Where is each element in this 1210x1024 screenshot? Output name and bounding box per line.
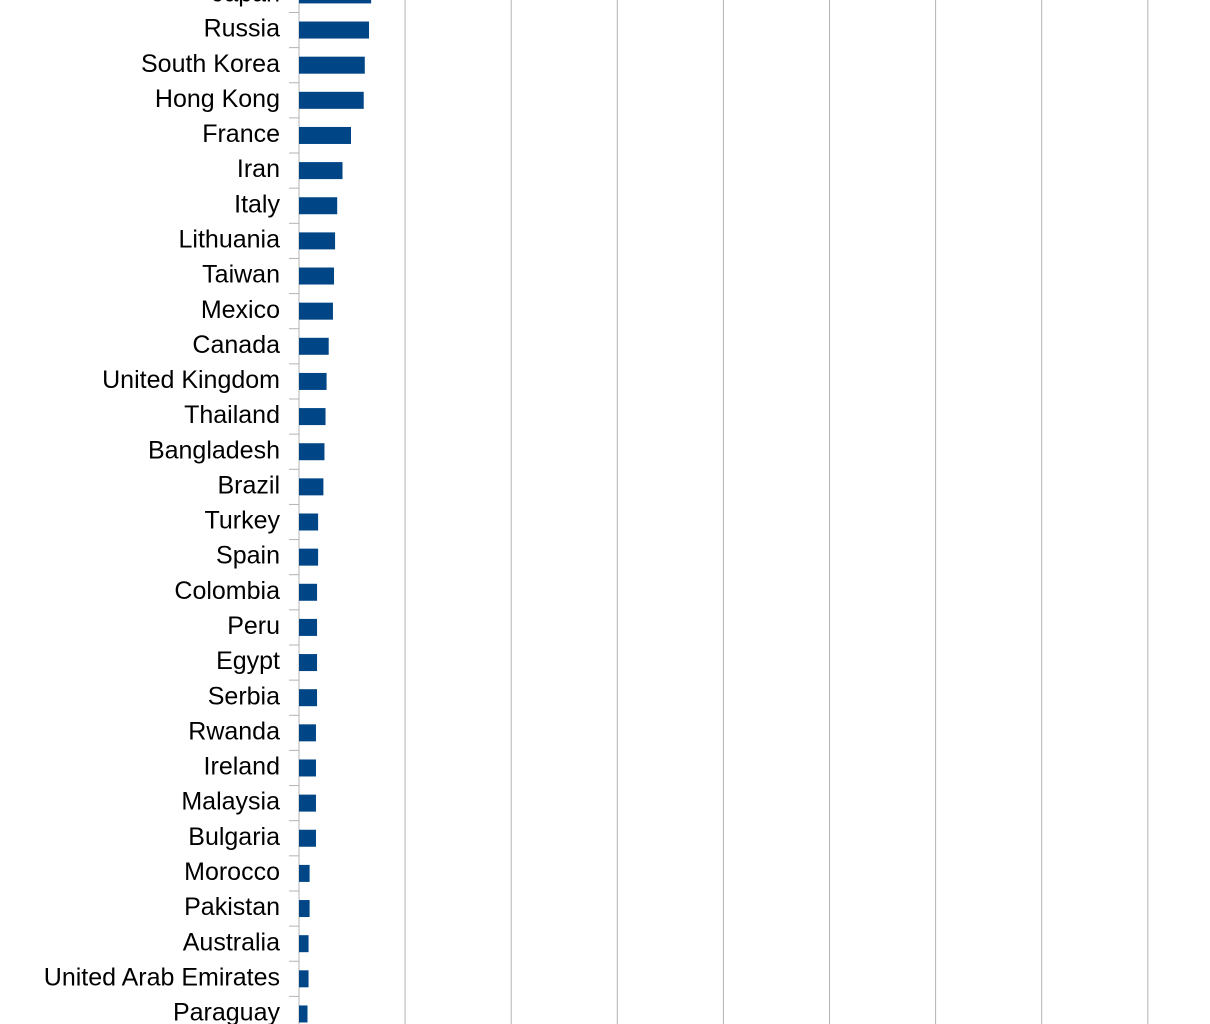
y-tick-label: Taiwan xyxy=(202,261,280,289)
y-tick-label: Malaysia xyxy=(181,788,280,816)
y-tick-label: Australia xyxy=(183,928,280,956)
bar xyxy=(299,935,309,953)
bar xyxy=(299,654,318,672)
y-tick-label: France xyxy=(202,120,280,148)
bar xyxy=(299,197,338,215)
bar xyxy=(299,724,316,742)
y-tick-label: Peru xyxy=(227,612,280,640)
y-tick-label: Brazil xyxy=(217,471,280,499)
y-tick-label: Paraguay xyxy=(173,999,281,1024)
bar xyxy=(299,794,316,812)
y-tick-label: Japan xyxy=(212,0,280,8)
y-tick-label: Rwanda xyxy=(188,717,280,745)
y-tick-label: South Korea xyxy=(141,50,280,78)
bar xyxy=(299,0,372,4)
y-tick-label: Ireland xyxy=(204,753,280,781)
bar xyxy=(299,21,370,39)
y-tick-label: Lithuania xyxy=(179,225,281,253)
bar xyxy=(299,302,333,320)
y-tick-label: United Arab Emirates xyxy=(44,963,280,991)
y-tick-label: Russia xyxy=(204,15,281,43)
y-tick-label: Iran xyxy=(237,155,280,183)
bar xyxy=(299,970,309,988)
bar xyxy=(299,759,316,777)
bar xyxy=(299,56,365,74)
y-tick-label: Spain xyxy=(216,542,280,570)
bar xyxy=(299,91,364,109)
bar xyxy=(299,513,319,531)
bar xyxy=(299,162,343,180)
bar xyxy=(299,478,324,496)
bar xyxy=(299,618,318,636)
y-tick-label: United Kingdom xyxy=(102,366,280,394)
bar xyxy=(299,126,351,144)
bar xyxy=(299,900,310,918)
y-tick-label: Turkey xyxy=(205,507,281,535)
y-tick-label: Canada xyxy=(192,331,280,359)
y-tick-label: Pakistan xyxy=(184,893,280,921)
bar xyxy=(299,337,329,355)
y-tick-label: Italy xyxy=(234,190,280,218)
y-tick-label: Bulgaria xyxy=(188,823,280,851)
bar xyxy=(299,372,327,390)
bar xyxy=(299,583,318,601)
bar xyxy=(299,443,325,461)
bar xyxy=(299,829,316,847)
bar xyxy=(299,689,318,707)
bar xyxy=(299,864,310,882)
y-tick-label: Bangladesh xyxy=(148,436,280,464)
y-tick-label: Colombia xyxy=(174,577,280,605)
y-tick-label: Serbia xyxy=(208,682,280,710)
bar xyxy=(299,232,336,250)
bar xyxy=(299,408,326,426)
y-tick-label: Hong Kong xyxy=(155,85,280,113)
y-tick-label: Morocco xyxy=(184,858,280,886)
y-tick-label: Mexico xyxy=(201,296,280,324)
y-tick-label: Egypt xyxy=(216,647,280,675)
bar xyxy=(299,267,335,285)
bar xyxy=(299,548,319,566)
bar xyxy=(299,1005,308,1023)
y-tick-label: Thailand xyxy=(184,401,280,429)
